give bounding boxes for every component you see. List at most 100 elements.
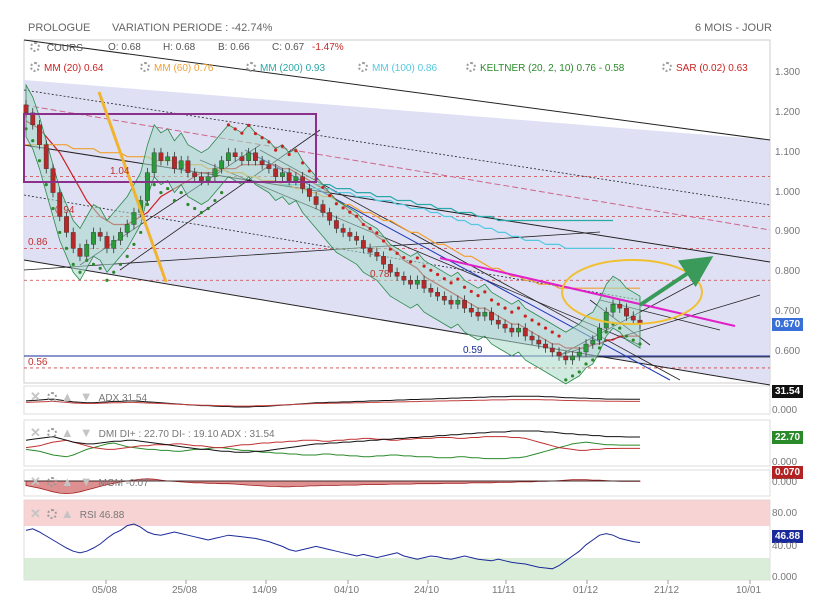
sar-dot xyxy=(307,169,311,173)
cours-legend[interactable]: COURS xyxy=(30,42,83,54)
candle-body xyxy=(340,228,346,233)
gear-icon[interactable] xyxy=(140,62,150,72)
period-selector[interactable]: 6 MOIS - JOUR xyxy=(694,22,772,34)
sar-dot xyxy=(220,190,224,195)
sar-dot xyxy=(118,262,123,266)
level-label: 1.04 xyxy=(110,165,130,177)
indicator-keltner[interactable]: KELTNER (20, 2, 10) 0.76 - 0.58 xyxy=(466,62,624,74)
candle-body xyxy=(509,327,515,333)
sar-dot xyxy=(294,149,298,153)
gear-icon[interactable] xyxy=(46,477,57,487)
candle-body xyxy=(502,323,508,329)
y-tick-label: 1.100 xyxy=(775,146,801,158)
candle-body xyxy=(414,280,420,285)
x-tick-label: 05/08 xyxy=(92,585,118,596)
close-icon[interactable]: ✕ xyxy=(30,506,41,521)
sar-dot xyxy=(159,190,163,195)
candle-body xyxy=(327,212,333,221)
indicator-sar[interactable]: SAR (0.02) 0.63 xyxy=(662,62,748,74)
arrow-down-icon[interactable]: ▼ xyxy=(79,389,93,404)
candle-body xyxy=(165,156,171,161)
gear-icon[interactable] xyxy=(30,42,40,52)
gear-icon[interactable] xyxy=(46,392,57,402)
candle-body xyxy=(131,212,137,225)
arrow-up-icon[interactable]: ▲ xyxy=(60,506,74,521)
sar-dot xyxy=(489,298,494,302)
sar-dot xyxy=(530,318,534,322)
sar-dot xyxy=(213,198,217,203)
x-tick-label: 01/12 xyxy=(573,585,599,596)
sar-dot xyxy=(166,186,170,191)
level-label: 0.94 xyxy=(55,205,75,217)
adx-panel-label: ✕ ▲ ▼ ADX 31.54 xyxy=(30,389,148,404)
candle-body xyxy=(354,236,360,241)
arrow-up-icon[interactable]: ▲ xyxy=(60,389,74,404)
arrow-up-icon[interactable]: ▲ xyxy=(60,425,74,440)
gear-icon[interactable] xyxy=(46,509,57,519)
sar-dot xyxy=(449,281,453,285)
rsi-overbought-zone xyxy=(24,500,770,526)
sar-dot xyxy=(24,127,28,131)
high-value: H: 0.68 xyxy=(163,42,196,53)
sar-dot xyxy=(476,294,480,298)
dmi-diminus-line xyxy=(25,436,640,451)
candle-body xyxy=(91,232,96,245)
close-icon[interactable]: ✕ xyxy=(30,474,41,489)
gear-icon[interactable] xyxy=(358,62,368,72)
candle-body xyxy=(630,315,636,321)
sar-dot xyxy=(51,206,55,211)
keltner-channel xyxy=(25,83,641,385)
candle-body xyxy=(259,160,265,165)
sar-dot xyxy=(516,306,521,310)
indicator-mm100[interactable]: MM (100) 0.86 xyxy=(358,62,437,74)
close-icon[interactable]: ✕ xyxy=(30,389,41,404)
candle-body xyxy=(387,264,393,273)
candle-body xyxy=(97,232,103,237)
candle-body xyxy=(219,160,225,169)
candle-body xyxy=(23,104,29,114)
sar-dot xyxy=(435,272,440,277)
candle-body xyxy=(320,204,326,213)
candle-body xyxy=(381,256,387,265)
sar-dot xyxy=(462,285,467,289)
arrow-down-icon[interactable]: ▼ xyxy=(79,425,93,440)
dmi-adx-line xyxy=(25,430,640,453)
gear-icon[interactable] xyxy=(246,62,256,72)
close-icon[interactable]: ✕ xyxy=(30,425,41,440)
candle-body xyxy=(30,112,36,126)
moving-average-line xyxy=(316,184,613,222)
candle-body xyxy=(64,216,69,233)
moving-average-line xyxy=(282,184,613,249)
candle-body xyxy=(462,299,467,309)
sar-dot xyxy=(132,242,136,246)
indicator-mm60[interactable]: MM (60) 0.76 xyxy=(140,62,213,74)
gear-icon[interactable] xyxy=(466,62,476,72)
sar-dot xyxy=(247,123,251,128)
indicator-mm200[interactable]: MM (200) 0.93 xyxy=(246,62,325,74)
last-price-tag: 0.670 xyxy=(772,318,804,331)
sar-dot xyxy=(382,239,386,243)
sar-dot xyxy=(456,277,460,281)
y-tick-label: 0.800 xyxy=(775,266,801,278)
adx-aux-line xyxy=(25,399,640,407)
candle-body xyxy=(475,311,481,317)
arrow-down-icon[interactable]: ▼ xyxy=(79,474,93,489)
mom-panel-label: ✕ ▲ ▼ MOM -0.07 xyxy=(30,474,149,489)
indicator-mm20[interactable]: MM (20) 0.64 xyxy=(30,62,103,74)
sar-dot xyxy=(510,310,514,314)
sar-dot xyxy=(206,206,210,211)
candle-body xyxy=(279,172,285,177)
arrow-up-icon[interactable]: ▲ xyxy=(60,474,74,489)
rsi-panel-label: ✕ ▲ RSI 46.88 xyxy=(30,506,125,521)
x-tick-label: 21/12 xyxy=(654,585,680,596)
gear-icon[interactable] xyxy=(662,62,672,72)
gear-icon[interactable] xyxy=(46,428,57,438)
candle-body xyxy=(590,339,596,345)
candle-body xyxy=(313,196,319,205)
gear-icon[interactable] xyxy=(30,62,40,72)
trendline xyxy=(23,89,771,206)
sar-dot xyxy=(253,131,258,136)
candle-body xyxy=(576,351,582,357)
sar-dot xyxy=(31,139,35,143)
